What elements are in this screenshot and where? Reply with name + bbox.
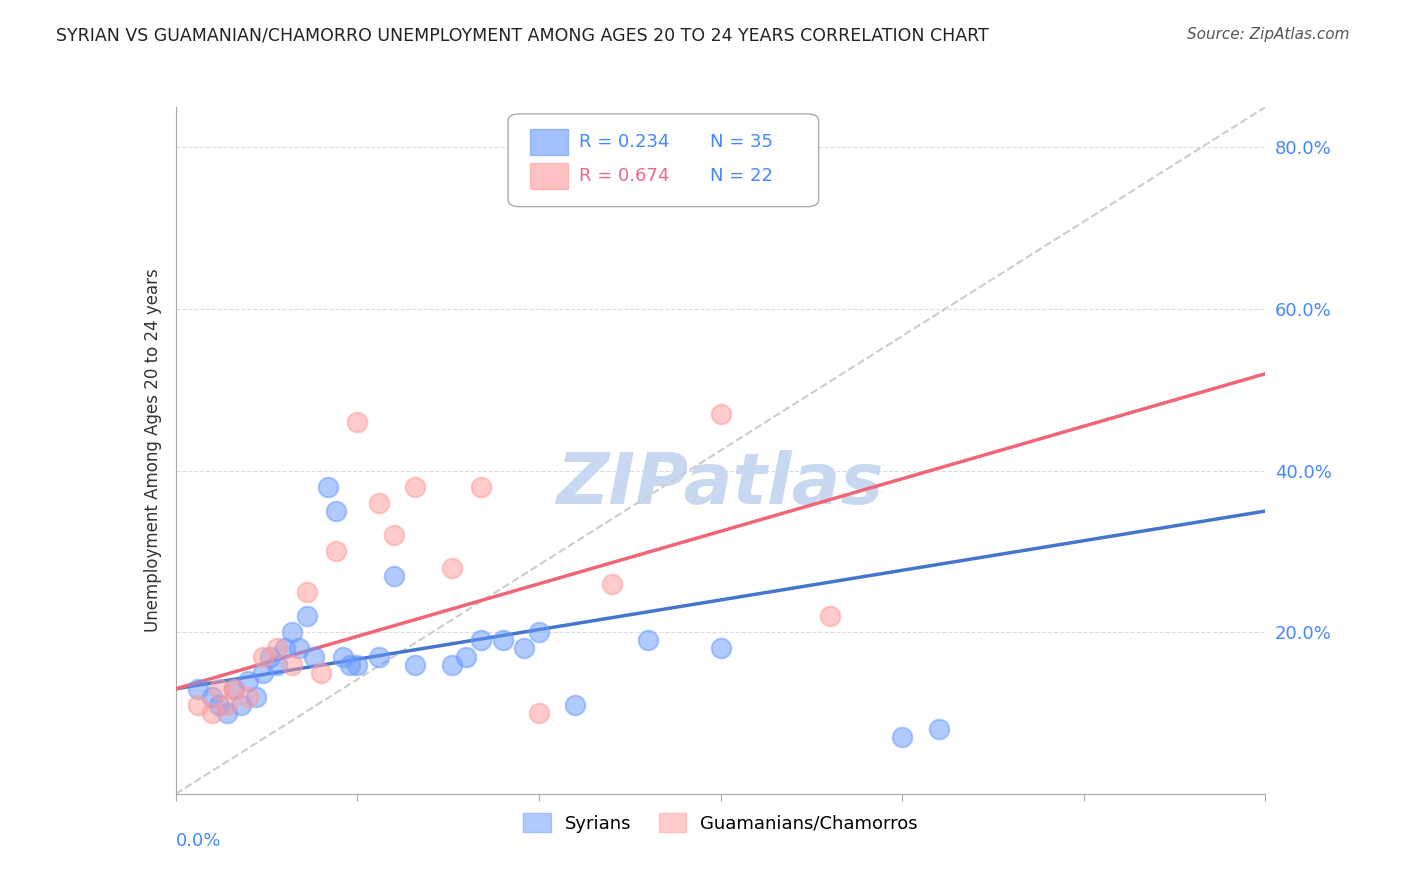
- Point: [492, 633, 515, 648]
- Point: [470, 633, 492, 648]
- Point: [215, 706, 238, 720]
- Point: [440, 560, 463, 574]
- Point: [513, 641, 536, 656]
- Point: [238, 673, 260, 688]
- Point: [309, 665, 332, 680]
- Point: [281, 657, 304, 672]
- Text: R = 0.674: R = 0.674: [579, 168, 669, 186]
- Point: [222, 681, 245, 696]
- Point: [339, 657, 361, 672]
- Point: [186, 698, 209, 712]
- Point: [382, 528, 405, 542]
- Point: [295, 609, 318, 624]
- Bar: [530, 163, 568, 189]
- Point: [208, 681, 231, 696]
- Point: [332, 649, 354, 664]
- Bar: [530, 129, 568, 155]
- FancyBboxPatch shape: [508, 114, 818, 207]
- Point: [208, 698, 231, 712]
- Point: [382, 568, 405, 582]
- Point: [318, 480, 340, 494]
- Y-axis label: Unemployment Among Ages 20 to 24 years: Unemployment Among Ages 20 to 24 years: [143, 268, 162, 632]
- Text: Source: ZipAtlas.com: Source: ZipAtlas.com: [1187, 27, 1350, 42]
- Point: [238, 690, 260, 704]
- Point: [346, 657, 368, 672]
- Point: [368, 649, 391, 664]
- Legend: Syrians, Guamanians/Chamorros: Syrians, Guamanians/Chamorros: [516, 806, 925, 839]
- Point: [266, 657, 288, 672]
- Point: [564, 698, 586, 712]
- Point: [266, 641, 288, 656]
- Point: [527, 706, 550, 720]
- Text: N = 22: N = 22: [710, 168, 773, 186]
- Point: [818, 609, 841, 624]
- Point: [252, 665, 274, 680]
- Point: [928, 723, 950, 737]
- Point: [368, 496, 391, 510]
- Text: R = 0.234: R = 0.234: [579, 133, 669, 151]
- Point: [456, 649, 478, 664]
- Point: [288, 641, 311, 656]
- Point: [710, 407, 733, 421]
- Point: [215, 698, 238, 712]
- Point: [637, 633, 659, 648]
- Point: [201, 706, 224, 720]
- Point: [302, 649, 325, 664]
- Point: [259, 649, 281, 664]
- Point: [405, 480, 427, 494]
- Point: [440, 657, 463, 672]
- Point: [295, 585, 318, 599]
- Point: [325, 544, 347, 558]
- Point: [231, 698, 253, 712]
- Point: [186, 681, 209, 696]
- Point: [281, 625, 304, 640]
- Text: ZIPatlas: ZIPatlas: [557, 450, 884, 519]
- Point: [600, 576, 623, 591]
- Point: [325, 504, 347, 518]
- Point: [252, 649, 274, 664]
- Point: [346, 415, 368, 429]
- Point: [201, 690, 224, 704]
- Point: [527, 625, 550, 640]
- Point: [710, 641, 733, 656]
- Point: [470, 480, 492, 494]
- Text: 0.0%: 0.0%: [176, 831, 221, 850]
- Point: [245, 690, 267, 704]
- Point: [405, 657, 427, 672]
- Point: [222, 681, 245, 696]
- Point: [274, 641, 297, 656]
- Text: N = 35: N = 35: [710, 133, 773, 151]
- Text: SYRIAN VS GUAMANIAN/CHAMORRO UNEMPLOYMENT AMONG AGES 20 TO 24 YEARS CORRELATION : SYRIAN VS GUAMANIAN/CHAMORRO UNEMPLOYMEN…: [56, 27, 988, 45]
- Point: [891, 731, 914, 745]
